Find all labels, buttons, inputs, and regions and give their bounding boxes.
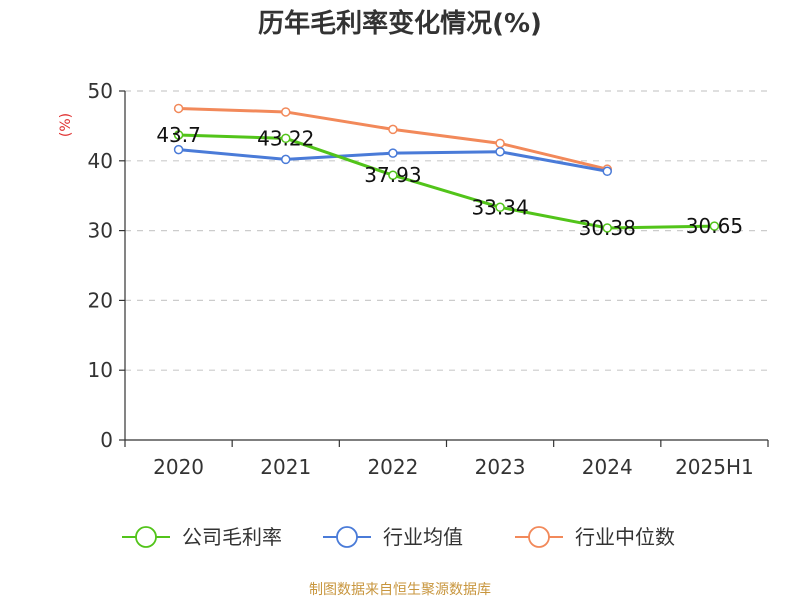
legend-label: 公司毛利率 [182,525,282,549]
data-point [281,133,291,144]
data-point [388,148,398,158]
data-point [173,144,184,155]
data-label: 33.34 [471,195,528,219]
data-point [281,154,291,165]
y-tick-label: 30 [88,219,113,243]
series-line [177,133,716,230]
data-point [495,138,505,149]
data-point [388,170,398,180]
y-tick-label: 10 [88,358,113,382]
data-point [495,202,505,213]
series-lines [173,103,720,233]
y-axis-label: (%) [58,113,74,137]
legend-item[interactable]: 公司毛利率 [122,525,282,549]
data-point [173,103,184,114]
data-point [388,124,398,135]
data-label: 37.93 [364,163,421,187]
legend-item[interactable]: 行业中位数 [515,525,675,549]
legend-item[interactable]: 行业均值 [323,525,463,549]
x-tick-label: 2021 [260,455,311,479]
data-label: 43.7 [156,123,201,147]
legend[interactable]: 公司毛利率 行业均值 行业中位数 [122,525,675,549]
x-tick-label: 2024 [582,455,633,479]
data-label: 30.38 [579,216,636,240]
x-tick-label: 2020 [153,455,204,479]
y-tick-label: 40 [88,149,113,173]
data-label: 43.22 [257,126,314,150]
data-labels: 43.7 43.22 37.93 33.34 30.38 30.65 [156,123,743,240]
y-tick-label: 20 [88,288,113,312]
x-tick-label: 2023 [475,455,526,479]
data-point [173,130,184,140]
axes: 0 10 20 30 40 50 2020 2021 2022 2023 2024 2025H1 [88,79,769,479]
legend-marker [336,526,358,548]
data-point [602,223,612,233]
legend-label: 行业中位数 [575,525,675,549]
data-label: 30.65 [686,214,743,238]
legend-marker [528,526,550,548]
chart-title: 历年毛利率变化情况(%) [258,8,542,39]
data-point [602,166,612,177]
y-tick-label: 0 [100,428,113,452]
grid-lines [125,90,768,371]
legend-marker [135,526,157,548]
data-point [495,146,505,157]
x-tick-label: 2025H1 [675,455,754,479]
y-tick-label: 50 [88,79,113,103]
data-point [709,221,720,231]
source-note: 制图数据来自恒生聚源数据库 [309,582,491,598]
legend-label: 行业均值 [383,525,463,549]
data-point [281,107,291,117]
x-tick-label: 2022 [367,455,418,479]
